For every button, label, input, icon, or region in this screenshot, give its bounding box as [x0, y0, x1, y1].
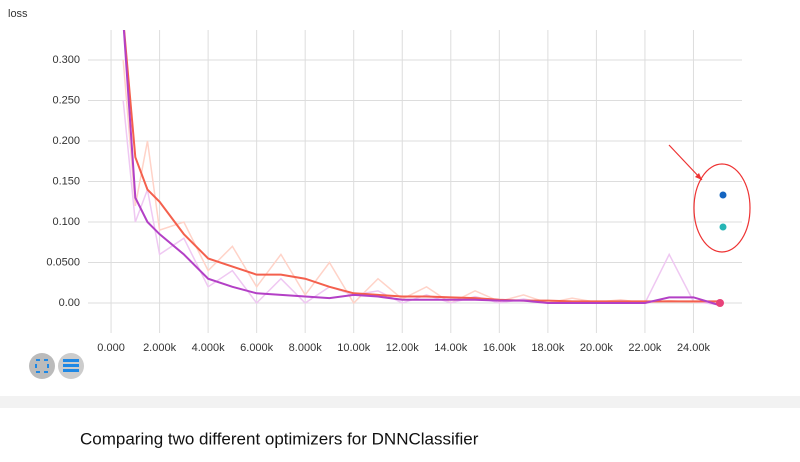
y-tick-label: 0.300	[52, 54, 80, 66]
x-tick-label: 4.000k	[192, 342, 226, 354]
y-tick-label: 0.00	[59, 297, 80, 309]
x-tick-label: 12.00k	[386, 342, 420, 354]
x-tick-label: 22.00k	[628, 342, 662, 354]
y-tick-label: 0.250	[52, 94, 80, 106]
data-button[interactable]	[58, 353, 84, 379]
teal-dot	[719, 223, 727, 231]
end-dot	[716, 299, 724, 307]
series-line	[123, 30, 718, 303]
series-line	[122, 100, 718, 306]
x-tick-label: 0.000	[97, 342, 125, 354]
y-tick-label: 0.0500	[46, 256, 80, 268]
caption: Comparing two different optimizers for D…	[80, 429, 479, 448]
grid	[88, 30, 742, 333]
x-tick-label: 24.00k	[677, 342, 711, 354]
footer-bar	[0, 396, 800, 408]
series-line	[122, 30, 719, 306]
annotation-ellipse	[693, 163, 751, 253]
expand-button[interactable]	[29, 353, 55, 379]
arrow-head	[695, 173, 702, 180]
y-tick-label: 0.150	[52, 175, 80, 187]
y-tick-label: 0.100	[52, 216, 80, 228]
x-tick-label: 14.00k	[434, 342, 468, 354]
x-tick-label: 18.00k	[531, 342, 565, 354]
y-tick-label: 0.200	[52, 135, 80, 147]
x-tick-label: 10.00k	[337, 342, 371, 354]
x-tick-label: 16.00k	[483, 342, 517, 354]
x-tick-label: 2.000k	[143, 342, 177, 354]
blue-dot	[719, 191, 727, 199]
chart-title: loss	[8, 8, 28, 20]
plot	[122, 30, 719, 306]
x-tick-label: 8.000k	[289, 342, 323, 354]
x-tick-label: 20.00k	[580, 342, 614, 354]
x-tick-label: 6.000k	[240, 342, 274, 354]
annotation-arrow	[668, 144, 703, 181]
